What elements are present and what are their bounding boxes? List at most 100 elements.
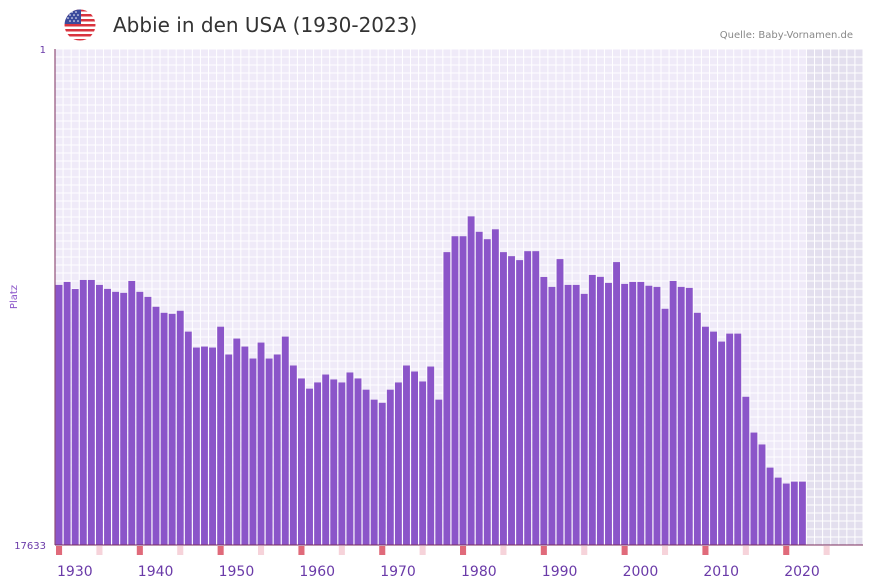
- bar-1972: [394, 382, 402, 545]
- bar-1952: [233, 338, 241, 545]
- bar-1948: [201, 346, 208, 545]
- bar-2011: [710, 331, 717, 545]
- x-tick-label-2010: 2010: [703, 564, 739, 580]
- x-tick-label-1980: 1980: [461, 564, 497, 580]
- bar-1935: [96, 284, 103, 545]
- decade-marker: [702, 546, 709, 555]
- half-decade-marker: [258, 546, 265, 555]
- bar-1977: [435, 399, 443, 545]
- decade-marker: [540, 546, 547, 555]
- bar-1995: [580, 293, 588, 545]
- bar-2015: [742, 396, 750, 545]
- bar-1975: [419, 381, 427, 545]
- half-decade-marker: [581, 546, 588, 555]
- bar-2004: [653, 286, 661, 545]
- bar-1986: [508, 256, 515, 545]
- bar-2019: [774, 477, 782, 545]
- usa-flag-icon: [64, 9, 96, 41]
- bar-1944: [168, 313, 176, 545]
- bar-2012: [718, 341, 726, 545]
- bar-1992: [556, 259, 564, 545]
- bar-1969: [370, 399, 378, 545]
- chart-header: Abbie in den USA (1930-2023) Quelle: Bab…: [0, 0, 873, 48]
- bar-1946: [184, 331, 192, 545]
- half-decade-marker: [742, 546, 749, 555]
- bar-1932: [71, 289, 79, 545]
- bar-1945: [176, 310, 184, 545]
- bar-1943: [160, 312, 168, 545]
- bar-1970: [378, 402, 386, 545]
- bar-1940: [136, 291, 144, 545]
- bar-1950: [217, 326, 225, 545]
- x-tick-label-1940: 1940: [138, 564, 174, 580]
- bar-2007: [677, 286, 685, 545]
- bar-1951: [225, 354, 233, 545]
- bar-1997: [596, 276, 604, 545]
- bar-1991: [548, 286, 556, 545]
- half-decade-marker: [662, 546, 669, 555]
- source-credit: Quelle: Baby-Vornamen.de: [719, 30, 853, 41]
- x-tick-label-1970: 1970: [380, 564, 416, 580]
- bar-1958: [281, 336, 289, 545]
- bar-1949: [209, 347, 216, 545]
- bar-1981: [467, 216, 475, 545]
- y-axis-title: Platz: [9, 285, 20, 309]
- bar-1931: [63, 281, 71, 545]
- bar-1964: [330, 379, 338, 545]
- bar-1963: [322, 374, 330, 545]
- bar-1984: [491, 229, 499, 545]
- bar-2006: [669, 280, 677, 545]
- bar-1989: [532, 251, 540, 545]
- bar-1996: [588, 274, 596, 545]
- bar-2018: [766, 467, 774, 545]
- bar-1979: [451, 236, 459, 546]
- half-decade-marker: [823, 546, 830, 555]
- bar-1968: [362, 389, 370, 545]
- bar-1936: [104, 288, 111, 545]
- bar-1947: [192, 347, 200, 545]
- bar-2000: [621, 283, 629, 545]
- x-tick-label-1930: 1930: [57, 564, 93, 580]
- bar-1934: [87, 279, 95, 545]
- bar-1987: [516, 260, 524, 545]
- bar-1961: [306, 388, 313, 545]
- bar-1999: [613, 262, 620, 545]
- bar-1976: [427, 366, 435, 545]
- bar-1957: [273, 354, 281, 545]
- bar-1988: [524, 251, 532, 545]
- bar-1994: [572, 284, 580, 545]
- bar-1962: [314, 382, 322, 545]
- decade-marker: [460, 546, 467, 555]
- y-tick-label-bottom: 17633: [14, 541, 46, 552]
- bar-2017: [758, 444, 766, 545]
- bar-1980: [459, 236, 467, 546]
- bar-1998: [605, 282, 612, 545]
- bar-1982: [475, 231, 483, 545]
- bar-1960: [298, 378, 305, 545]
- half-decade-marker: [177, 546, 184, 555]
- decade-marker: [783, 546, 790, 555]
- bar-2001: [629, 281, 637, 545]
- bar-2002: [637, 281, 645, 545]
- y-tick-label-top: 1: [40, 45, 46, 56]
- decade-marker: [298, 546, 305, 555]
- bar-1930: [55, 284, 63, 545]
- bar-2014: [734, 333, 742, 545]
- x-tick-label-2020: 2020: [784, 564, 820, 580]
- bar-1933: [79, 279, 87, 545]
- bar-1965: [338, 382, 346, 545]
- bar-1993: [564, 284, 572, 545]
- bar-1955: [257, 342, 265, 545]
- x-tick-label-2000: 2000: [623, 564, 659, 580]
- bar-2010: [702, 326, 709, 545]
- bar-2020: [782, 483, 790, 545]
- bar-1954: [249, 358, 257, 545]
- bar-1985: [500, 252, 507, 545]
- bar-2005: [661, 308, 669, 545]
- decade-marker: [56, 546, 63, 555]
- bar-2009: [693, 312, 701, 545]
- decade-marker: [136, 546, 143, 555]
- bar-1974: [411, 371, 418, 545]
- bar-1990: [540, 276, 548, 545]
